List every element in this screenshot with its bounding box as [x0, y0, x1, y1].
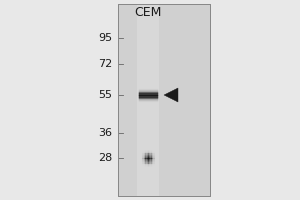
Text: 72: 72 — [98, 59, 112, 69]
Text: 95: 95 — [98, 33, 112, 43]
Text: CEM: CEM — [134, 6, 162, 20]
Bar — [118, 4, 210, 196]
Text: 36: 36 — [98, 128, 112, 138]
Text: 28: 28 — [98, 153, 112, 163]
Bar — [137, 4, 159, 196]
Text: 55: 55 — [98, 90, 112, 100]
Bar — [118, 4, 210, 196]
Polygon shape — [164, 88, 178, 102]
